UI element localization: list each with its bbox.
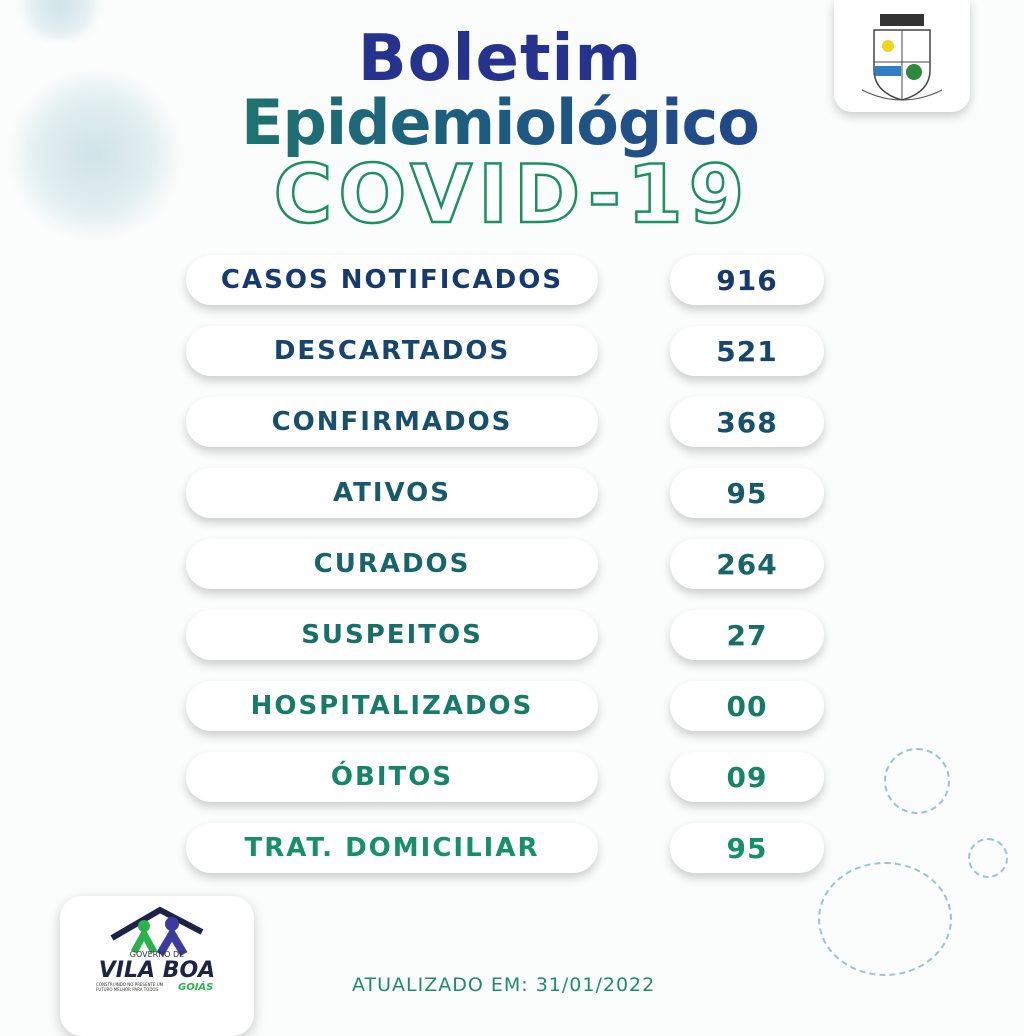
updated-date: ATUALIZADO EM: 31/01/2022 [352,974,656,996]
stat-row: CASOS NOTIFICADOS 916 [186,255,824,305]
municipal-crest [834,0,970,112]
title-epidemiologico: Epidemiológico [0,86,1000,159]
stat-row: TRAT. DOMICILIAR 95 [186,823,824,873]
stat-label: DESCARTADOS [186,326,598,376]
stat-row: SUSPEITOS 27 [186,610,824,660]
stat-label: HOSPITALIZADOS [186,681,598,731]
stat-row: CURADOS 264 [186,539,824,589]
stat-label: TRAT. DOMICILIAR [186,823,598,873]
stat-row: ATIVOS 95 [186,468,824,518]
logo-state: GOIÁS [178,982,214,993]
stat-value: 27 [670,610,824,660]
virus-decoration [884,748,950,814]
stat-value: 264 [670,539,824,589]
virus-decoration [818,862,952,976]
stat-label: ATIVOS [186,468,598,518]
stat-row: HOSPITALIZADOS 00 [186,681,824,731]
decorative-blur [10,70,180,240]
stat-row: CONFIRMADOS 368 [186,397,824,447]
coat-of-arms-icon [861,14,943,101]
virus-decoration [968,838,1008,878]
stat-row: DESCARTADOS 521 [186,326,824,376]
stat-label: SUSPEITOS [186,610,598,660]
stat-label: CONFIRMADOS [186,397,598,447]
stat-label: CURADOS [186,539,598,589]
stat-row: ÓBITOS 09 [186,752,824,802]
logo-name: VILA BOA [98,958,216,983]
title-boletim: Boletim [357,22,643,96]
vila-boa-logo: GOVERNO DE VILA BOA GOIÁS CONSTRUINDO NO… [60,896,254,1036]
house-people-icon [110,906,204,957]
logo-governo: GOVERNO DE [129,950,185,959]
stat-label: ÓBITOS [186,752,598,802]
stat-value: 09 [670,752,824,802]
stat-value: 916 [670,255,824,305]
stat-value: 521 [670,326,824,376]
stat-value: 95 [670,468,824,518]
logo-slogan: CONSTRUINDO NO PRESENTE UM FUTURO MELHOR… [96,982,164,992]
title-covid: COVID-19 [272,147,751,243]
stat-value: 368 [670,397,824,447]
stat-label: CASOS NOTIFICADOS [186,255,598,305]
stat-value: 95 [670,823,824,873]
stat-value: 00 [670,681,824,731]
